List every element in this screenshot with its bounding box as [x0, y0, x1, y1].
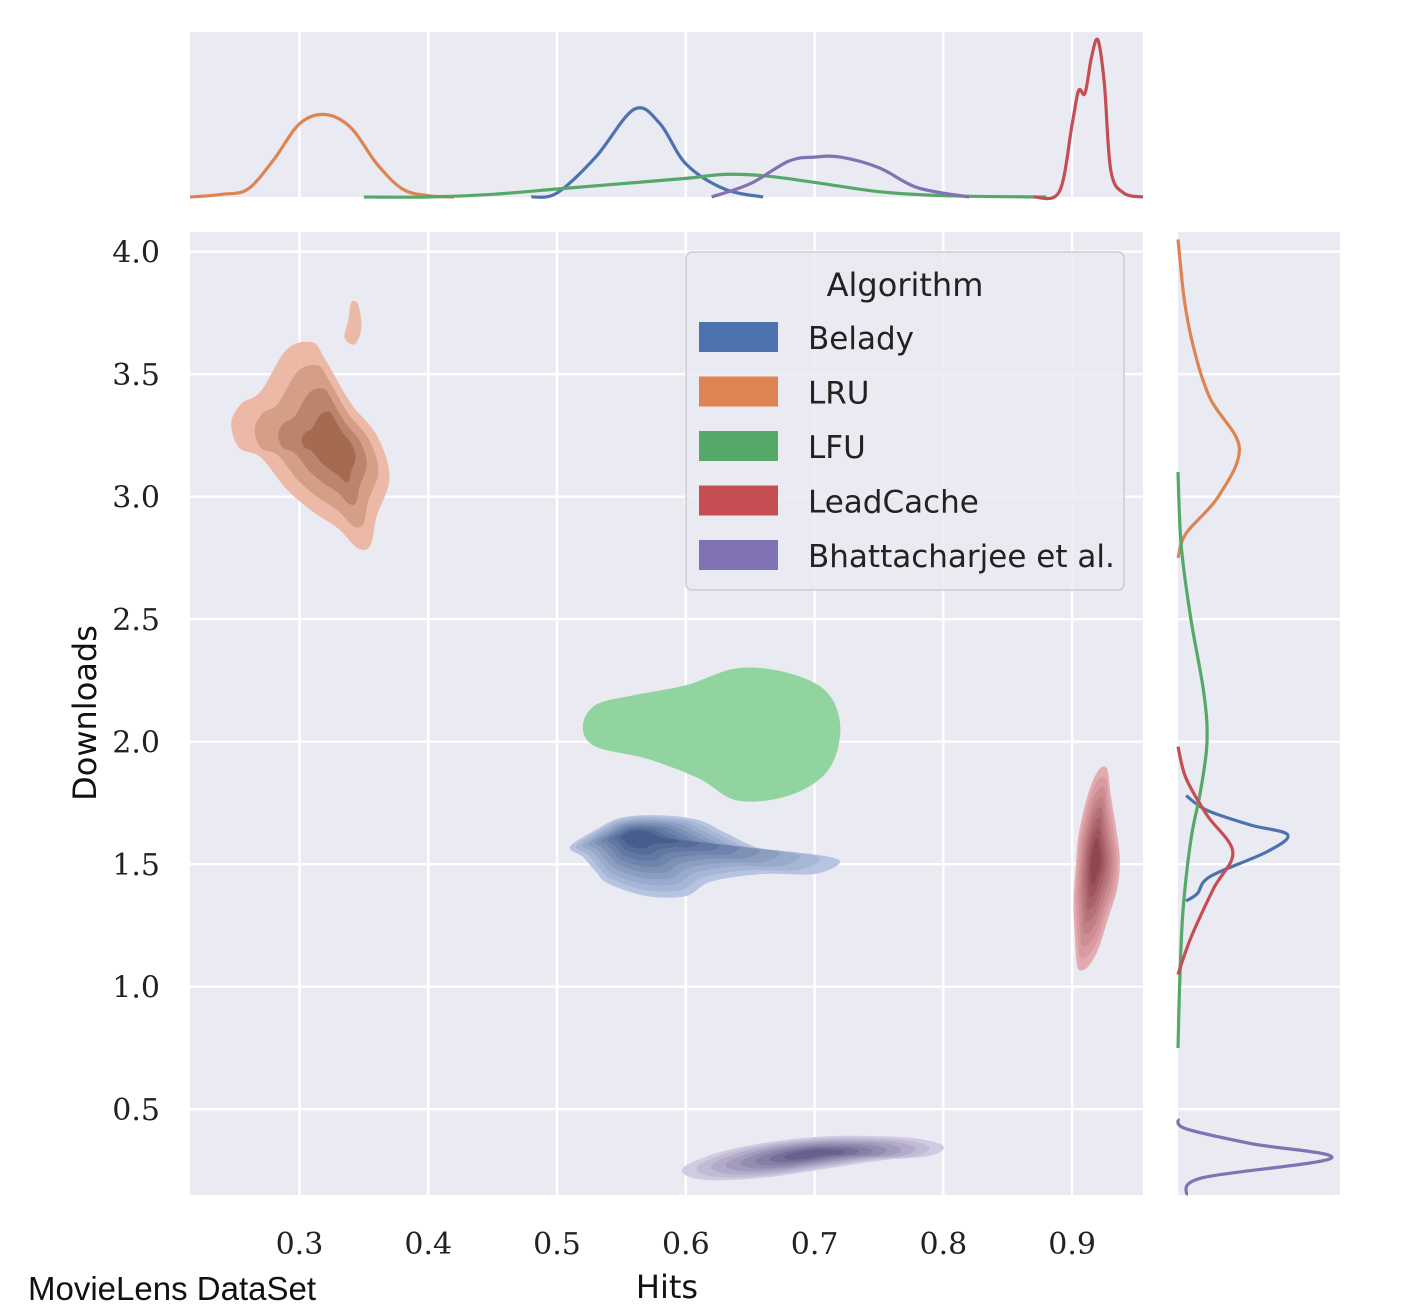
kde-level-lru: [301, 411, 356, 483]
marginal-x-curve: [1033, 37, 1144, 201]
main-kde-contours: [231, 300, 1120, 1181]
kde-level-belady: [620, 830, 680, 849]
x-tick-label: 0.5: [533, 1227, 581, 1262]
y-axis-title: Downloads: [66, 625, 104, 801]
kde-level-lru: [344, 300, 362, 345]
marginal-y-curve: [1176, 239, 1241, 559]
x-tick-label: 0.7: [791, 1227, 839, 1262]
legend-label: Bhattacharjee et al.: [808, 539, 1115, 575]
marginal-x-curve: [363, 172, 1047, 199]
y-tick-label: 3.5: [112, 358, 160, 393]
kde-level-lfu: [582, 667, 841, 802]
legend-swatch: [699, 540, 778, 570]
marginal-y-curve: [1176, 472, 1209, 1049]
legend-label: LeadCache: [808, 485, 979, 521]
x-tick-label: 0.9: [1048, 1227, 1096, 1262]
x-tick-label: 0.6: [662, 1227, 710, 1262]
right-marginal-curves: [1176, 239, 1334, 1197]
legend-label: Belady: [808, 321, 914, 357]
x-tick-label: 0.8: [920, 1227, 968, 1262]
legend-title: Algorithm: [827, 266, 984, 304]
y-tick-label: 3.0: [112, 481, 160, 516]
kde-lru: [231, 300, 390, 551]
top-marginal-curves: [189, 37, 1144, 201]
legend-swatch: [699, 376, 778, 407]
kde-lfu: [582, 667, 841, 802]
y-tick-label: 2.5: [112, 603, 160, 638]
x-tick-label: 0.4: [404, 1227, 452, 1262]
kde-level-leadcache: [1090, 837, 1101, 885]
x-tick-label: 0.3: [276, 1227, 324, 1262]
legend-label: LFU: [808, 430, 866, 466]
legend-swatch: [699, 485, 778, 516]
marginal-x-curve: [189, 112, 455, 199]
marginal-x-curve: [711, 154, 970, 199]
marginal-y-curve: [1176, 1118, 1334, 1197]
kde-level-bhattacharjee-et-al: [784, 1149, 845, 1160]
top-marginal-panel: [190, 32, 1143, 197]
legend-box: [685, 251, 1125, 591]
y-tick-label: 2.0: [112, 726, 160, 761]
legend: Algorithm Belady LRU LFU LeadCache Bhattacha…: [685, 251, 1125, 591]
marginal-y-curve: [1176, 746, 1235, 976]
legend-label: LRU: [808, 376, 870, 412]
kde-leadcache: [1073, 766, 1120, 971]
legend-items: Belady LRU LFU LeadCache Bhattacharjee et al…: [699, 321, 1115, 575]
marginal-y-curve: [1185, 794, 1290, 903]
x-axis-title: Hits: [636, 1268, 698, 1306]
tick-labels: 0.3 0.4 0.5 0.6 0.7 0.8 0.9 0.5 1.0 1.5 2.0 2.5 3.0 3…: [112, 236, 1096, 1262]
y-tick-label: 4.0: [112, 236, 160, 271]
kde-bhattacharjee-et-al: [681, 1135, 944, 1181]
marginal-x-curve: [531, 106, 764, 199]
y-tick-label: 1.5: [112, 848, 160, 883]
y-tick-label: 0.5: [112, 1093, 160, 1128]
y-tick-label: 1.0: [112, 971, 160, 1006]
legend-swatch: [699, 322, 778, 352]
legend-swatch: [699, 431, 778, 461]
dataset-caption: MovieLens DataSet: [28, 1270, 316, 1307]
kde-belady: [569, 815, 841, 898]
